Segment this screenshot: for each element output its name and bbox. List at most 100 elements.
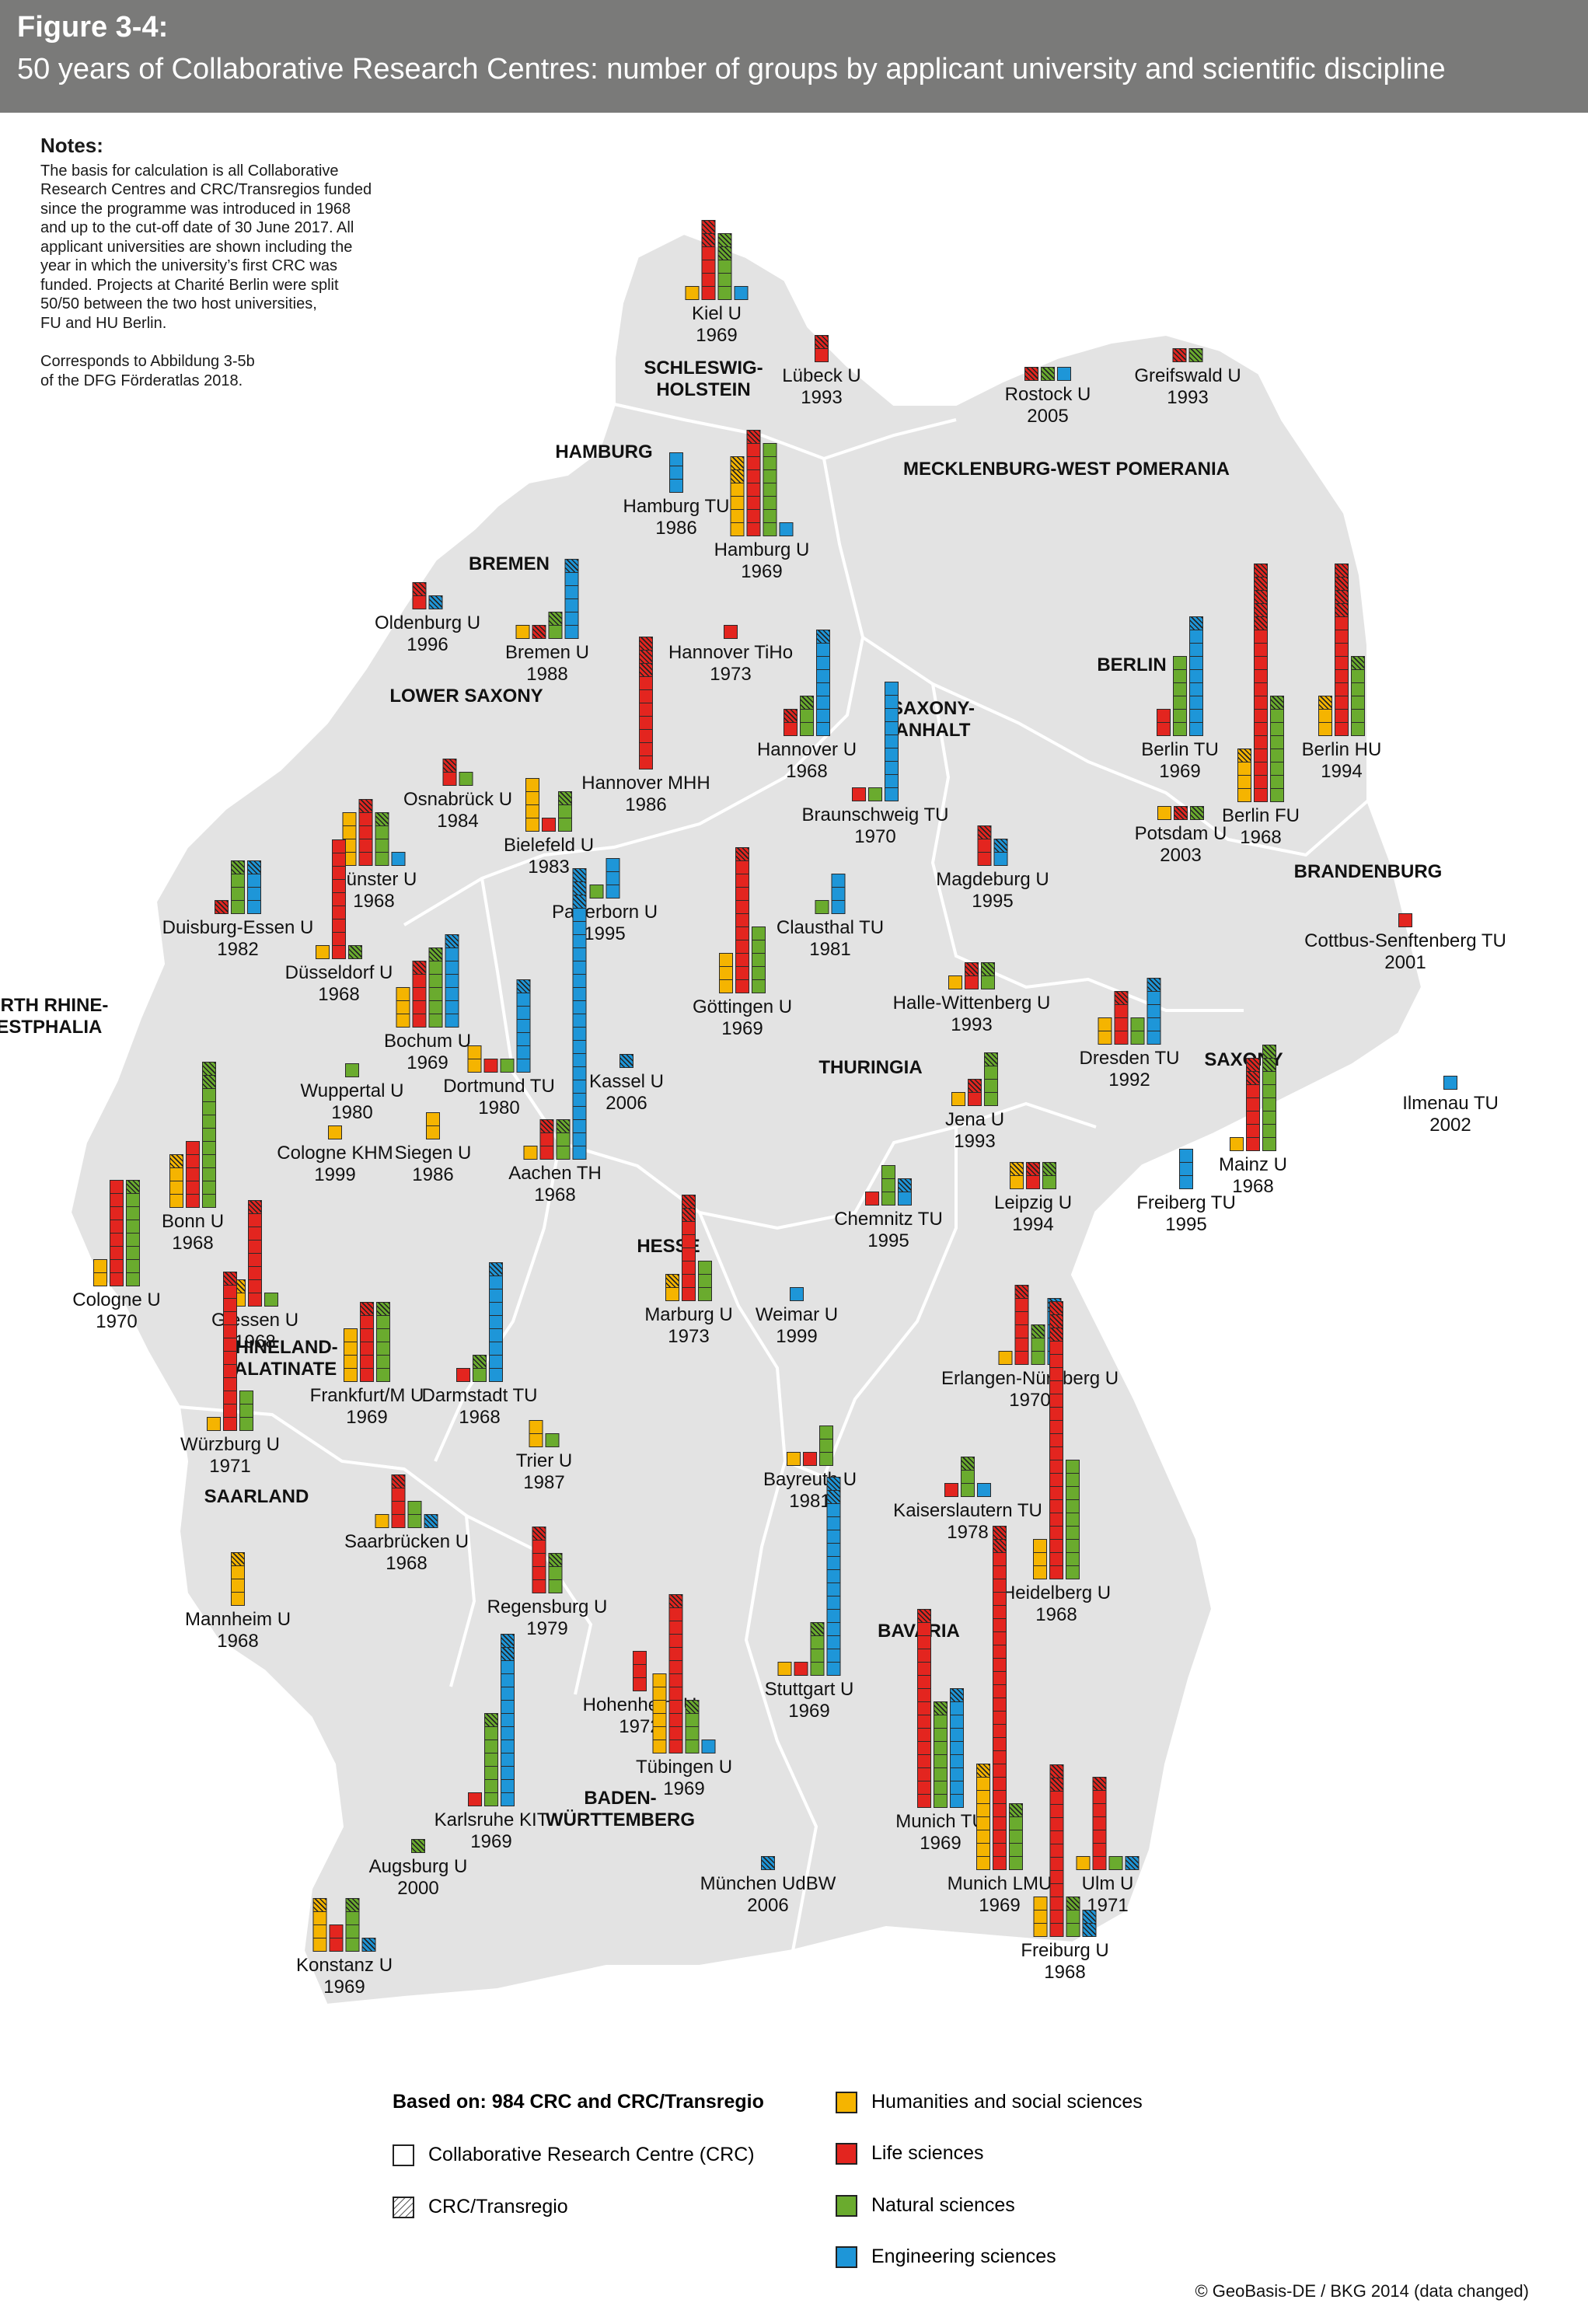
crc-cell (532, 1553, 546, 1567)
humanities-bar (1157, 806, 1171, 820)
crc-cell (993, 1724, 1007, 1738)
crc-cell (977, 839, 992, 853)
transregio-cell (1014, 1285, 1029, 1299)
crc-cell (950, 1741, 964, 1755)
notes-reference: Corresponds to Abbildung 3-5b of the DFG… (40, 353, 255, 389)
university-bar-chart (1398, 913, 1412, 927)
university-first-year: 1969 (407, 1052, 448, 1073)
engineering-bar (950, 1688, 964, 1808)
crc-cell (539, 1146, 554, 1160)
crc-cell (312, 1938, 327, 1952)
transregio-cell (1190, 806, 1204, 820)
crc-cell (186, 1194, 200, 1208)
university-label: Dresden TU 1992 (1080, 1048, 1180, 1091)
university-name: Marburg U (644, 1304, 733, 1325)
crc-cell (976, 1790, 990, 1804)
crc-cell (473, 1368, 487, 1382)
crc-cell (223, 1324, 237, 1338)
life-bar (248, 1200, 262, 1307)
engineering-bar (826, 1477, 841, 1676)
university-name: Osnabrück U (403, 789, 513, 810)
crc-cell (248, 1293, 262, 1307)
crc-cell (1237, 762, 1251, 776)
transregio-cell (532, 1527, 546, 1541)
university-bar-chart (456, 1262, 503, 1382)
engineering-bar (428, 595, 443, 609)
crc-cell (1351, 709, 1365, 723)
life-bar (186, 1141, 200, 1208)
transregio-cell (1335, 603, 1349, 617)
engineering-bar (831, 874, 846, 914)
humanities-bar (1033, 1897, 1048, 1937)
university-bar-chart (719, 847, 766, 993)
transregio-cell (961, 1457, 975, 1471)
university-name: Konstanz U (295, 1955, 393, 1976)
natural-bar (428, 947, 443, 1028)
transregio-cell (993, 1539, 1007, 1553)
university-name: Ilmenau TU (1402, 1093, 1499, 1114)
university-label: Saarbrücken U 1968 (344, 1531, 469, 1575)
engineering-bar (572, 868, 587, 1160)
crc-cell (572, 1053, 587, 1067)
crc-cell (1254, 788, 1268, 802)
crc-cell (1254, 682, 1268, 696)
transregio-cell (810, 1622, 825, 1636)
humanities-bar (951, 1092, 965, 1106)
crc-cell (1351, 696, 1365, 710)
natural-bar (348, 945, 362, 959)
university-name: Hannover MHH (581, 773, 710, 794)
university-bar-chart (169, 1062, 216, 1208)
crc-cell (1014, 1298, 1029, 1312)
crc-cell (917, 1754, 931, 1768)
university-label: Clausthal TU 1981 (777, 917, 884, 961)
crc-cell (682, 1247, 696, 1261)
university-label: Kiel U 1969 (692, 303, 742, 347)
crc-cell (1009, 1856, 1023, 1870)
university-bar-chart (1098, 978, 1161, 1045)
crc-cell (412, 974, 427, 988)
crc-cell (606, 885, 620, 899)
crc-cell (332, 879, 346, 893)
humanities-bar (316, 945, 330, 959)
crc-cell (489, 1342, 503, 1356)
life-bar (539, 1119, 554, 1160)
crc-cell (126, 1206, 140, 1220)
crc-cell (110, 1180, 124, 1194)
university-label: Weimar U 1999 (756, 1304, 838, 1348)
university-name: Oldenburg U (374, 612, 481, 633)
crc-cell (993, 1777, 1007, 1791)
transregio-cell (1254, 616, 1268, 630)
crc-cell (993, 852, 1008, 866)
life-bar (391, 1474, 406, 1528)
crc-cell (467, 1045, 482, 1059)
university-name: Heidelberg U (1001, 1582, 1112, 1603)
crc-cell (501, 1713, 515, 1727)
crc-cell (639, 742, 653, 756)
crc-cell (332, 945, 346, 959)
legend-based-on: Based on: 984 CRC and CRC/Transregio (393, 2091, 764, 2113)
crc-cell (735, 940, 749, 954)
crc-cell (556, 1132, 571, 1146)
crc-cell (126, 1233, 140, 1247)
crc-cell (558, 818, 572, 832)
university-bar-chart (523, 868, 587, 1160)
university-name: Würzburg U (180, 1434, 281, 1455)
crc-cell (1157, 806, 1171, 820)
university-first-year: 1999 (314, 1164, 356, 1185)
crc-cell (1351, 669, 1365, 683)
humanities-bar (1076, 1856, 1091, 1870)
transregio-cell (717, 246, 732, 260)
transregio-cell (701, 220, 716, 234)
crc-cell (735, 926, 749, 940)
engineering-bar (619, 1054, 633, 1068)
crc-cell (572, 1080, 587, 1094)
university-label: Rostock U 2005 (1005, 384, 1091, 427)
university-first-year: 1995 (867, 1230, 909, 1251)
university-bar-chart (784, 630, 830, 736)
university-name: Düsseldorf U (284, 962, 393, 983)
crc-cell (917, 1728, 931, 1742)
crc-cell (993, 1605, 1007, 1619)
crc-cell (993, 1552, 1007, 1566)
life-bar (412, 961, 427, 1028)
